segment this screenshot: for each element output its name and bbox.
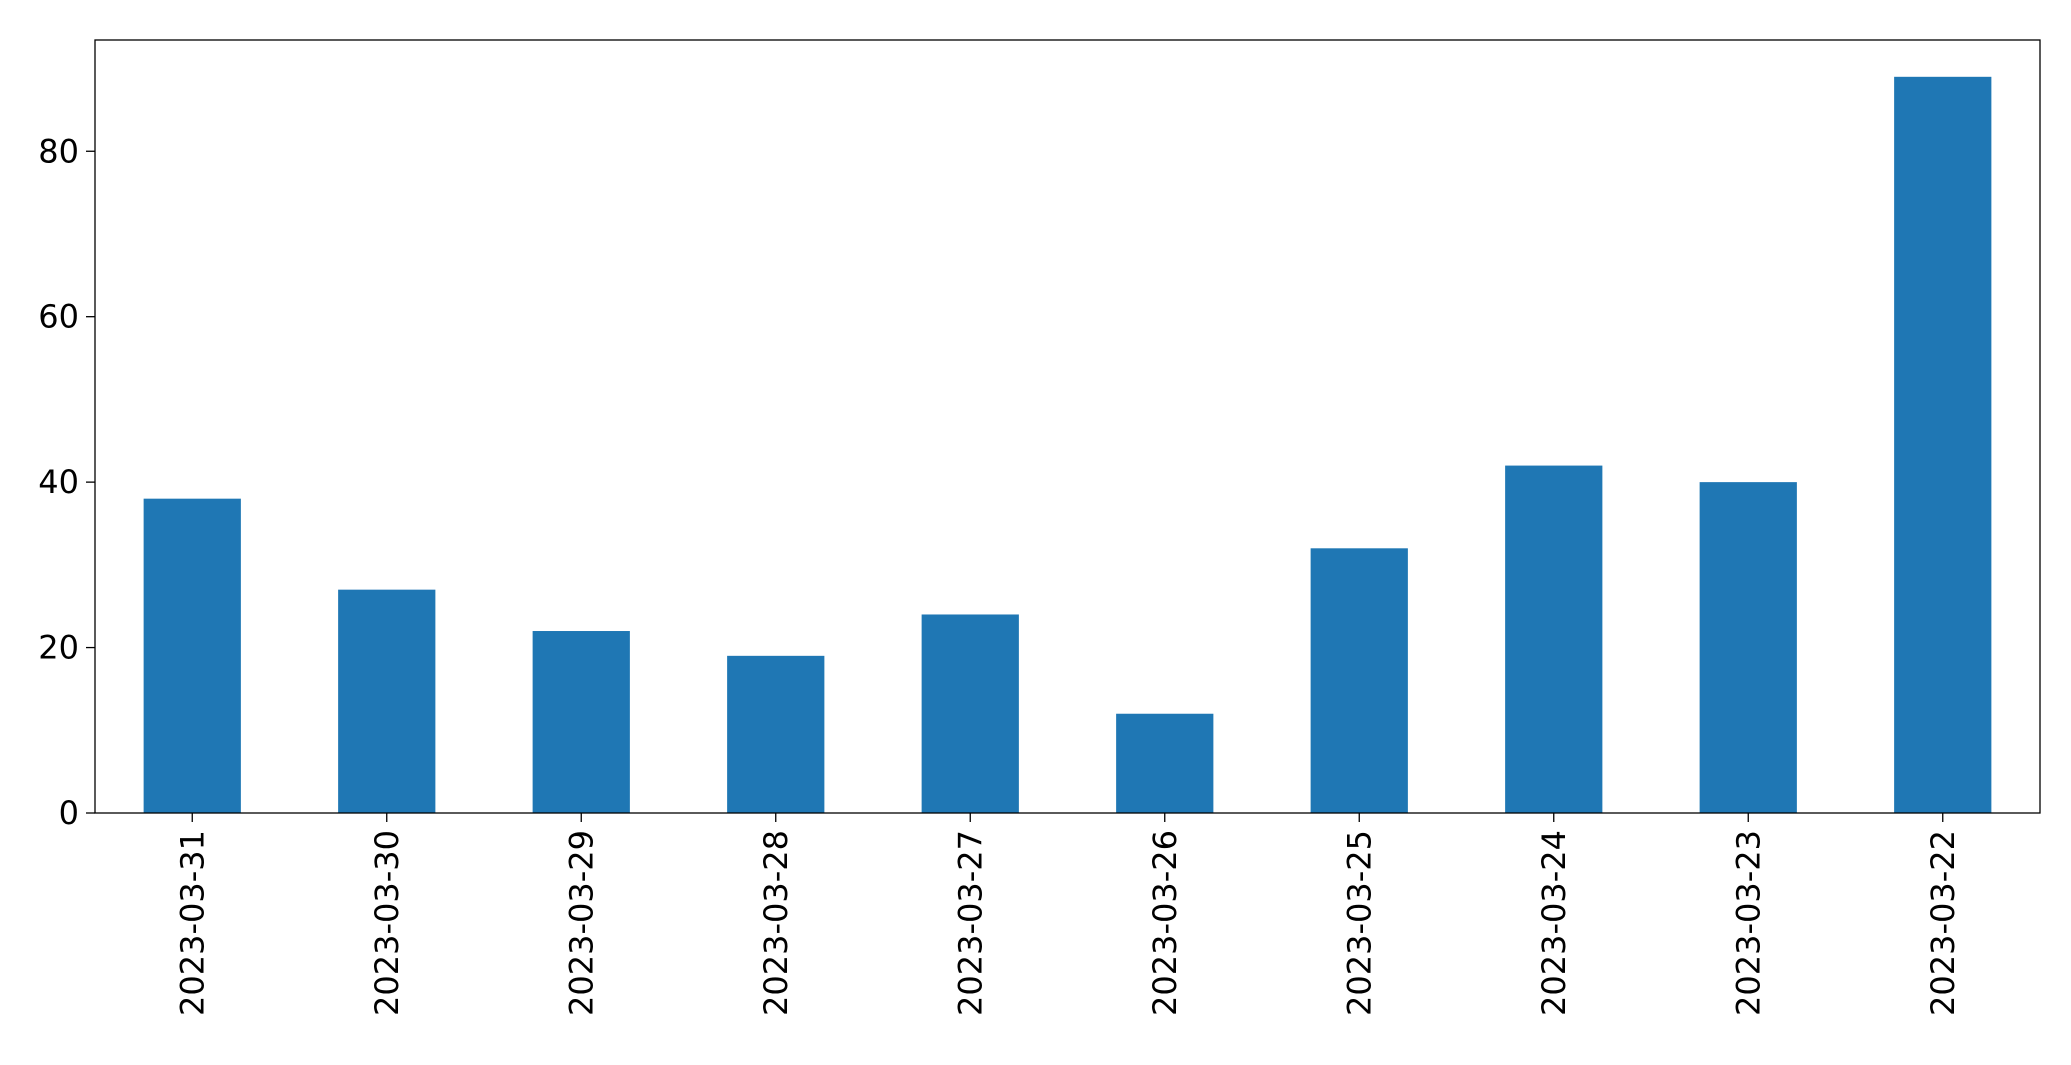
y-tick-label: 0 — [59, 794, 79, 832]
bar-2023-03-26 — [1116, 713, 1214, 813]
x-tick-label: 2023-03-23 — [1729, 830, 1767, 1016]
x-tick-label: 2023-03-26 — [1146, 830, 1184, 1016]
bar-2023-03-22 — [1894, 76, 1992, 814]
bar-2023-03-27 — [921, 614, 1019, 813]
bar-2023-03-25 — [1310, 548, 1408, 813]
bar-2023-03-28 — [727, 655, 825, 813]
plot-frame — [94, 39, 2041, 814]
y-tick-label: 60 — [38, 298, 79, 336]
bar-2023-03-29 — [532, 631, 630, 813]
bar-2023-03-31 — [143, 498, 241, 813]
x-axis: 2023-03-31 2023-03-30 2023-03-29 2023-03-28… — [173, 813, 1962, 1016]
y-tick-label: 20 — [38, 629, 79, 667]
x-tick-label: 2023-03-28 — [757, 830, 795, 1016]
bars-group — [143, 76, 1992, 814]
bar-2023-03-24 — [1505, 465, 1603, 813]
y-tick-label: 80 — [38, 132, 79, 170]
x-tick-label: 2023-03-24 — [1535, 830, 1573, 1016]
bar-2023-03-30 — [338, 589, 436, 813]
x-tick-label: 2023-03-27 — [951, 830, 989, 1016]
y-tick-label: 40 — [38, 463, 79, 501]
bar-2023-03-23 — [1699, 482, 1797, 813]
y-axis: 0 20 40 60 80 — [38, 132, 95, 832]
x-tick-label: 2023-03-31 — [173, 830, 211, 1016]
x-tick-label: 2023-03-25 — [1340, 830, 1378, 1016]
x-tick-label: 2023-03-30 — [368, 830, 406, 1016]
x-tick-label: 2023-03-22 — [1924, 830, 1962, 1016]
x-tick-label: 2023-03-29 — [562, 830, 600, 1016]
